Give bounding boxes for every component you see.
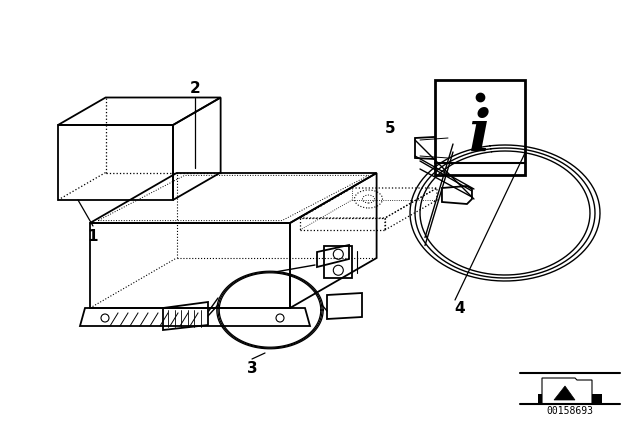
Text: 5: 5 (385, 121, 396, 135)
Bar (435, 80, 525, 175)
Text: 4: 4 (454, 301, 465, 315)
Text: 1: 1 (88, 228, 99, 244)
Bar (538, 394, 602, 404)
Text: i: i (469, 107, 491, 164)
Polygon shape (542, 378, 592, 404)
Text: 00158693: 00158693 (547, 406, 593, 416)
Text: 3: 3 (246, 361, 257, 375)
Text: 2: 2 (189, 81, 200, 95)
Polygon shape (554, 386, 575, 400)
